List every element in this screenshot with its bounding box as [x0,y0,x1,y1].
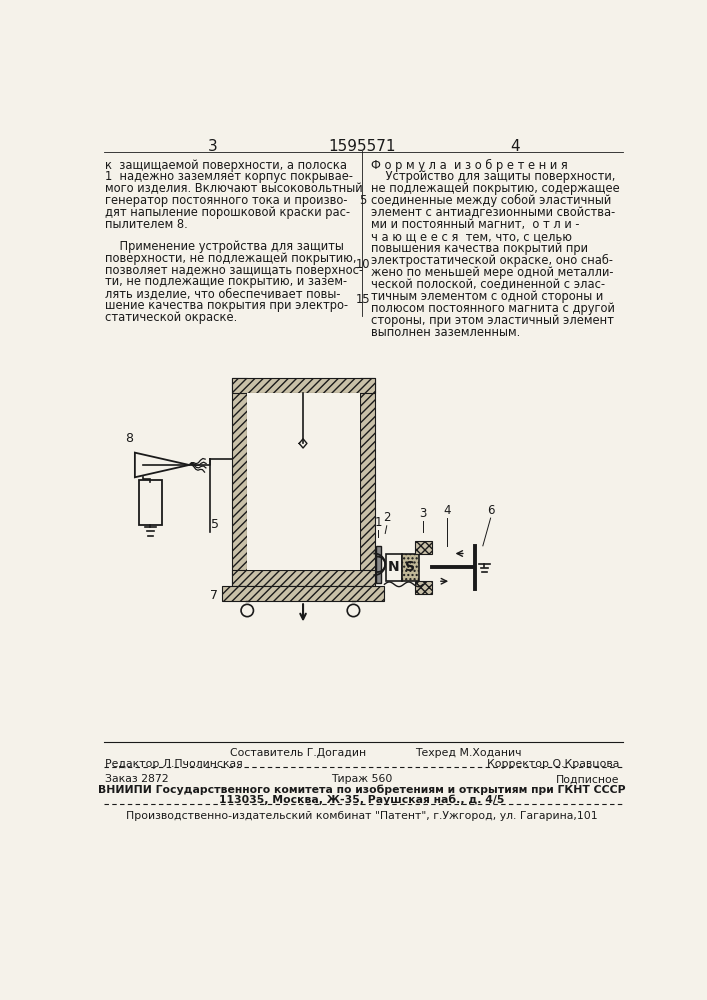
Text: электростатической окраске, оно снаб-: электростатической окраске, оно снаб- [371,254,613,267]
Text: 8: 8 [124,432,133,445]
Polygon shape [414,581,432,594]
Text: генератор постоянного тока и произво-: генератор постоянного тока и произво- [105,194,348,207]
Polygon shape [414,541,432,554]
Text: 10: 10 [356,258,370,271]
Text: Тираж 560: Тираж 560 [332,774,392,784]
Text: 6: 6 [487,504,494,517]
Text: жено по меньшей мере одной металли-: жено по меньшей мере одной металли- [371,266,614,279]
Text: N: N [388,560,399,574]
Text: элемент с антиадгезионными свойства-: элемент с антиадгезионными свойства- [371,206,616,219]
Text: статической окраске.: статической окраске. [105,311,238,324]
Text: поверхности, не подлежащей покрытию,: поверхности, не подлежащей покрытию, [105,252,357,265]
Text: тичным элементом с одной стороны и: тичным элементом с одной стороны и [371,290,604,303]
Text: дят напыление порошковой краски рас-: дят напыление порошковой краски рас- [105,206,351,219]
Text: 15: 15 [356,293,370,306]
Text: полюсом постоянного магнита с другой: полюсом постоянного магнита с другой [371,302,615,315]
Text: Подписное: Подписное [556,774,619,784]
Text: ческой полоской, соединенной с элас-: ческой полоской, соединенной с элас- [371,278,605,291]
Polygon shape [232,570,375,586]
Text: пылителем 8.: пылителем 8. [105,218,188,231]
Text: соединенные между собой эластичный: соединенные между собой эластичный [371,194,612,207]
Text: Ф о р м у л а  и з о б р е т е н и я: Ф о р м у л а и з о б р е т е н и я [371,158,568,172]
Polygon shape [360,378,375,586]
Text: Составитель Г.Догадин: Составитель Г.Догадин [230,748,366,758]
Text: 3: 3 [207,139,217,154]
Text: 5: 5 [359,194,366,207]
Text: ти, не подлежащие покрытию, и зазем-: ти, не подлежащие покрытию, и зазем- [105,275,348,288]
Text: стороны, при этом эластичный элемент: стороны, при этом эластичный элемент [371,314,614,327]
Text: 3: 3 [419,507,427,520]
Text: 1: 1 [375,516,382,529]
Text: к  защищаемой поверхности, а полоска: к защищаемой поверхности, а полоска [105,158,347,172]
Text: Техред М.Ходанич: Техред М.Ходанич [415,748,521,758]
Text: ми и постоянный магнит,  о т л и -: ми и постоянный магнит, о т л и - [371,218,580,231]
Text: S: S [405,560,415,574]
Polygon shape [223,586,385,601]
Text: не подлежащей покрытию, содержащее: не подлежащей покрытию, содержащее [371,182,620,195]
Text: 113035, Москва, Ж-35, Раушская наб., д. 4/5: 113035, Москва, Ж-35, Раушская наб., д. … [219,795,505,805]
Text: 4: 4 [443,504,451,517]
Text: ВНИИПИ Государственного комитета по изобретениям и открытиям при ГКНТ СССР: ВНИИПИ Государственного комитета по изоб… [98,785,626,795]
Text: Редактор Л.Пчолинская: Редактор Л.Пчолинская [105,759,243,769]
Text: Заказ 2872: Заказ 2872 [105,774,169,784]
Polygon shape [247,393,360,570]
Polygon shape [232,378,247,586]
Text: 5: 5 [211,518,219,531]
Text: ч а ю щ е е с я  тем, что, с целью: ч а ю щ е е с я тем, что, с целью [371,230,572,243]
Text: Применение устройства для защиты: Применение устройства для защиты [105,240,344,253]
Text: 1595571: 1595571 [328,139,396,154]
Text: Корректор О.Кравцова: Корректор О.Кравцова [487,759,619,769]
Text: 7: 7 [210,589,218,602]
Text: 2: 2 [383,511,390,524]
Polygon shape [402,554,419,581]
Polygon shape [135,453,189,477]
Text: Производственно-издательский комбинат "Патент", г.Ужгород, ул. Гагарина,101: Производственно-издательский комбинат "П… [126,811,597,821]
Text: Устройство для защиты поверхности,: Устройство для защиты поверхности, [371,170,616,183]
Polygon shape [139,480,162,525]
Text: 1  надежно заземляет корпус покрывае-: 1 надежно заземляет корпус покрывае- [105,170,354,183]
Text: 4: 4 [510,139,520,154]
Text: мого изделия. Включают высоковольтный: мого изделия. Включают высоковольтный [105,182,363,195]
Text: лять изделие, что обеспечивает повы-: лять изделие, что обеспечивает повы- [105,287,341,300]
Text: повышения качества покрытий при: повышения качества покрытий при [371,242,588,255]
Text: позволяет надежно защищать поверхнос-: позволяет надежно защищать поверхнос- [105,264,363,277]
Text: выполнен заземленным.: выполнен заземленным. [371,326,520,339]
Polygon shape [386,554,402,581]
Text: шение качества покрытия при электро-: шение качества покрытия при электро- [105,299,349,312]
Polygon shape [376,546,380,583]
Polygon shape [232,378,375,393]
